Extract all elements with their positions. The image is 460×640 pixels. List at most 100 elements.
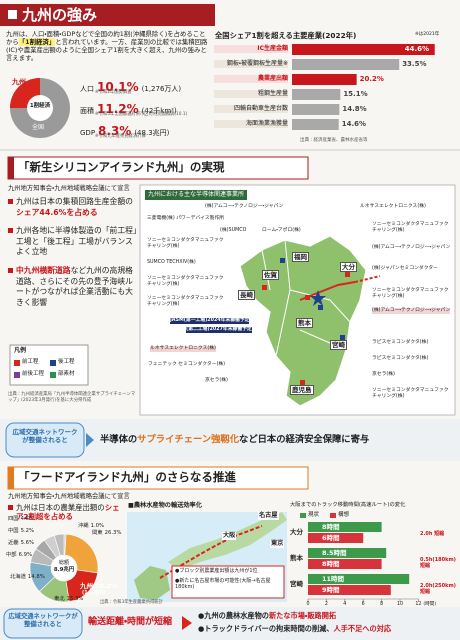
marker <box>300 380 305 385</box>
chart-title: 大阪までのトラック移動時間(高速ルート)の変化 <box>290 502 406 508</box>
category-label: 宮崎 <box>290 580 303 588</box>
site-label: (株)ジャパンセミコンダクター <box>372 266 438 271</box>
donut-label: 中部 6.9% <box>6 552 32 559</box>
marker <box>305 295 310 300</box>
text-part: 人手不足への対応 <box>333 624 392 633</box>
site-label: (株)アムコー・テクノロジー・ジャパン <box>205 204 284 209</box>
stat-note: ※令和元年度県民経済計算 <box>95 134 146 139</box>
x-tick-label: 10 <box>396 602 404 607</box>
bullet <box>8 505 13 510</box>
star-marker <box>310 290 326 306</box>
site-label: ソニーセミコンダクタマニュファクチャリング(株) <box>372 288 449 299</box>
reduction-label: 0.5h(180km) 短縮 <box>420 557 456 570</box>
site-label: ラピスセミコンダクタ(株) <box>372 340 429 345</box>
prefecture-label: 大分 <box>340 262 357 273</box>
donut-label: 四国 4.6% <box>8 516 34 523</box>
marker <box>318 305 323 310</box>
site-label: ルネサスエレクトロニクス(株) <box>360 204 426 209</box>
donut-label: 近畿 5.6% <box>8 540 34 547</box>
kyushu-shape <box>134 566 170 600</box>
legend-item: 前工程 <box>22 359 39 365</box>
bar-label: 海面漁業漁獲量 <box>214 120 288 128</box>
bar <box>308 585 391 595</box>
source: 出典：令和3年生産農業所得統計 <box>100 600 163 605</box>
category-label: 熊本 <box>290 554 303 562</box>
pie-label: 九州 <box>12 78 26 86</box>
text-part: 東北 <box>54 596 65 602</box>
chart-title: 全国シェア1割を超える主要産業(2022年) <box>215 31 357 40</box>
text-part: GDP <box>80 129 96 137</box>
text-part: 1.0% <box>90 523 105 529</box>
chart-note: ※は2021年 <box>415 32 440 37</box>
bar <box>292 59 400 70</box>
point: 九州各地に半導体製造の「前工程」工場と「後工程」工場がバランスよく立地 <box>16 226 138 258</box>
strait-route <box>354 275 381 283</box>
marker <box>340 335 345 340</box>
x-tick-label: 12 <box>415 602 422 607</box>
site-label: 京セラ(株) <box>372 372 395 377</box>
text-part: シェア44.6%を占める <box>16 207 98 217</box>
text-part: (48.3兆円) <box>134 129 170 137</box>
text-part: 九州各地に半導体製造の「前工程」工場と「後工程」工場がバランスよく立地 <box>16 226 137 257</box>
bar <box>292 74 357 85</box>
value-label: 8.5時間 <box>322 549 347 557</box>
marker <box>262 285 267 290</box>
section-title: 「フードアイランド九州」のさらなる推進 <box>18 470 236 484</box>
text-part: 近畿 <box>8 540 19 546</box>
legend-swatch <box>300 513 306 518</box>
bar <box>308 574 410 584</box>
bar <box>292 89 341 100</box>
x-tick-label: 6 <box>361 602 365 607</box>
text-part: 中九州横断道路 <box>16 266 71 275</box>
badge-text: 広域交通ネットワークが整備されると <box>12 428 78 445</box>
value-label: 6時間 <box>322 534 340 542</box>
text-part: 26.3% <box>104 530 122 536</box>
bullet <box>8 268 13 273</box>
text-part: (1,276万人) <box>141 85 182 93</box>
site-label: ソニーセミコンダクタマニュファクチャリング(株) <box>147 296 224 307</box>
source: 出典：九州経済産業局「九州半導体関連企業サプライチェーンマップ」(2023年3月… <box>8 392 136 403</box>
bar <box>292 119 339 130</box>
site-label: 京セラ(株) <box>205 378 228 383</box>
site-label: フェニテック セミコンダクター(株) <box>148 362 226 367</box>
map-title: 九州における主な半導体関連事業所 <box>145 190 248 200</box>
text-part: サプライチェーン強靱化 <box>137 434 240 445</box>
section-title-accent <box>8 467 14 489</box>
marker <box>345 272 350 277</box>
text-part: 半導体の <box>100 434 138 445</box>
stat: GDP 8.3% (48.3兆円) <box>80 120 169 140</box>
text-part: 面積 <box>80 107 94 115</box>
bar <box>292 104 340 115</box>
value-label: 15.1% <box>343 90 368 98</box>
text-part: 人口 <box>80 85 94 93</box>
legend-swatch <box>50 360 56 366</box>
legend-title: 凡例 <box>14 347 27 354</box>
city-label: 大阪 <box>222 532 237 540</box>
source: 出典：経済産業省、農林水産省等 <box>300 138 368 143</box>
text-part: 4.6% <box>20 516 35 522</box>
section-title: 「新生シリコンアイランド九州」の実現 <box>18 160 225 174</box>
section-title: 九州の強み <box>22 6 98 24</box>
text-part: 沖縄 <box>78 523 89 529</box>
map-title: ■農林水産物の輸送効率化 <box>128 502 202 509</box>
prefecture-label: 宮崎 <box>330 340 347 351</box>
text-part: 8.3% <box>98 124 132 138</box>
legend-swatch <box>14 360 20 366</box>
value-label: 11時間 <box>322 575 345 583</box>
text-part: 10.1% <box>97 80 139 94</box>
text-part: 14.8% <box>27 574 45 580</box>
text-part: など日本の経済安全保障に寄与 <box>239 434 370 445</box>
prefecture-label: 熊本 <box>296 318 313 329</box>
text-part: 中部 <box>6 552 17 558</box>
bar <box>308 522 382 532</box>
declaration: 九州地方知事会・九州地域戦略会議にて宣言 <box>8 185 130 192</box>
point: 九州は日本の集積回路生産金額のシェア44.6%を占める <box>16 197 138 218</box>
city-label: 東京 <box>270 540 285 548</box>
badge <box>3 608 83 639</box>
donut-label: 沖縄 1.0% <box>78 523 104 530</box>
text-part: 九州は、人口・面積・GDPなどで全国の約1割(沖縄県除く)を占めることから <box>6 30 206 46</box>
site-label: SUMCO TECHXIV(株) <box>147 260 196 265</box>
site-label: (株)SUMCO <box>220 228 247 233</box>
text-part: 中国 <box>8 528 19 534</box>
